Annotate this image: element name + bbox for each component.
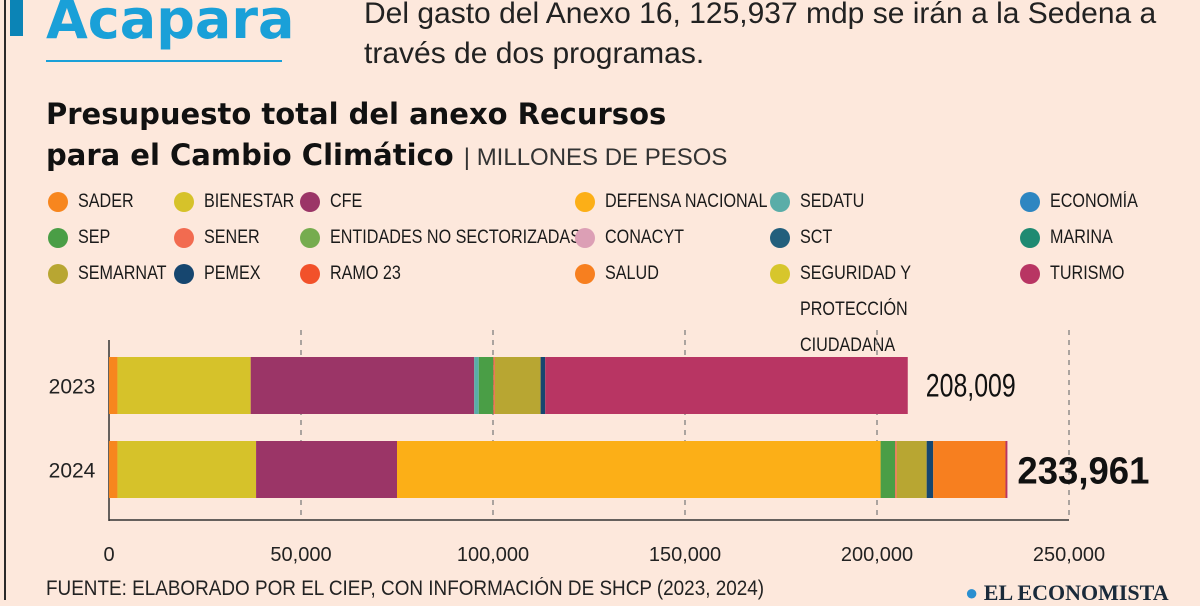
- bar-segment-sader: [109, 441, 118, 498]
- legend-label: CFE: [330, 191, 363, 212]
- chart-title: Presupuesto total del anexo Recursos par…: [46, 94, 727, 178]
- legend-label: PEMEX: [204, 263, 261, 284]
- legend-dot-icon: [300, 228, 320, 248]
- logo-text: EL ECONOMISTA: [983, 580, 1169, 605]
- bar-segment-turismo: [1005, 441, 1008, 498]
- legend-dot-icon: [48, 228, 68, 248]
- legend-dot-icon: [770, 228, 790, 248]
- publisher-logo: ● EL ECONOMISTA: [965, 580, 1169, 606]
- kicker-underline: [46, 60, 282, 62]
- legend-item: BIENESTAR: [174, 190, 310, 214]
- x-tick-label: 0: [103, 544, 114, 566]
- bar-segment-semarnat: [494, 357, 541, 414]
- bar-segment-sader: [109, 357, 118, 414]
- bar-segment-pemex: [926, 441, 934, 498]
- bar-segment-turismo: [545, 357, 908, 414]
- total-label: 233,961: [1017, 451, 1149, 493]
- bar-segment-cfe: [250, 357, 475, 414]
- legend-label: SEGURIDAD Y PROTECCIÓN CIUDADANA: [800, 263, 911, 356]
- legend-item: CONACYT: [575, 226, 698, 250]
- legend-label: SEMARNAT: [78, 263, 167, 284]
- bar-segment-pemex: [540, 357, 546, 414]
- legend-dot-icon: [770, 264, 790, 284]
- bar-segment-sener: [493, 357, 495, 414]
- legend-dot-icon: [174, 264, 194, 284]
- legend-dot-icon: [575, 228, 595, 248]
- legend-label: SENER: [204, 227, 260, 248]
- legend-label: SCT: [800, 227, 833, 248]
- legend-dot-icon: [48, 264, 68, 284]
- legend-dot-icon: [1020, 192, 1040, 212]
- x-tick-label: 250,000: [1033, 544, 1105, 566]
- legend-label: RAMO 23: [330, 263, 401, 284]
- legend-item: SEGURIDAD Y PROTECCIÓN CIUDADANA: [770, 262, 1040, 364]
- legend-item: SEP: [48, 226, 116, 250]
- legend-label: DEFENSA NACIONAL: [605, 191, 768, 212]
- legend-item: PEMEX: [174, 262, 271, 286]
- legend-item: ENTIDADES NO SECTORIZADAS: [300, 226, 625, 250]
- legend-dot-icon: [1020, 264, 1040, 284]
- legend-label: ECONOMÍA: [1050, 191, 1138, 212]
- legend-item: MARINA: [1020, 226, 1124, 250]
- bar-segment-cfe: [256, 441, 397, 498]
- legend-item: SADER: [48, 190, 143, 214]
- legend-item: SEDATU: [770, 190, 876, 214]
- legend-item: SEMARNAT: [48, 262, 182, 286]
- legend-label: SALUD: [605, 263, 659, 284]
- kicker-heading: Acapara: [46, 0, 295, 51]
- legend-dot-icon: [174, 228, 194, 248]
- legend-label: CONACYT: [605, 227, 684, 248]
- legend-dot-icon: [575, 264, 595, 284]
- legend-label: SEP: [78, 227, 111, 248]
- bar-segment-semarnat: [896, 441, 927, 498]
- bar-segment-sep: [478, 357, 494, 414]
- bar-segment-sep: [880, 441, 896, 498]
- legend-dot-icon: [174, 192, 194, 212]
- x-tick-label: 150,000: [649, 544, 721, 566]
- legend-dot-icon: [575, 192, 595, 212]
- source-note: FUENTE: ELABORADO POR EL CIEP, CON INFOR…: [46, 577, 765, 600]
- bar-segment-bienestar: [117, 357, 251, 414]
- title-separator: |: [463, 144, 471, 171]
- legend-label: ENTIDADES NO SECTORIZADAS: [330, 227, 581, 248]
- legend-label: SADER: [78, 191, 134, 212]
- legend-item: RAMO 23: [300, 262, 413, 286]
- y-category-label: 2023: [49, 376, 96, 399]
- x-tick-label: 50,000: [270, 544, 331, 566]
- legend-dot-icon: [300, 264, 320, 284]
- title-line-2: para el Cambio Climático: [46, 138, 454, 172]
- y-category-label: 2024: [49, 460, 96, 483]
- bar-segment-salud: [933, 441, 1006, 498]
- legend-label: SEDATU: [800, 191, 865, 212]
- bar-segment-bienestar: [117, 441, 257, 498]
- legend-label: MARINA: [1050, 227, 1113, 248]
- x-tick-label: 200,000: [841, 544, 913, 566]
- legend-item: SALUD: [575, 262, 668, 286]
- bar-segment-defensa-nacional: [397, 441, 881, 498]
- dek-text: Del gasto del Anexo 16, 125,937 mdp se i…: [364, 0, 1157, 70]
- accent-block: [10, 0, 23, 36]
- legend-item: SCT: [770, 226, 838, 250]
- total-label: 208,009: [926, 368, 1016, 404]
- legend-label: BIENESTAR: [204, 191, 295, 212]
- legend-dot-icon: [48, 192, 68, 212]
- legend-label: TURISMO: [1050, 263, 1125, 284]
- legend-dot-icon: [300, 192, 320, 212]
- legend-dot-icon: [770, 192, 790, 212]
- legend-item: ECONOMÍA: [1020, 190, 1153, 214]
- frame-border: [4, 0, 6, 600]
- logo-icon: ●: [965, 580, 979, 605]
- title-line-1: Presupuesto total del anexo Recursos: [46, 97, 667, 131]
- legend-item: TURISMO: [1020, 262, 1138, 286]
- bar-segment-sener: [895, 441, 897, 498]
- legend-dot-icon: [1020, 228, 1040, 248]
- x-tick-label: 100,000: [457, 544, 529, 566]
- legend-item: SENER: [174, 226, 269, 250]
- legend-item: DEFENSA NACIONAL: [575, 190, 796, 214]
- unit-label: MILLONES DE PESOS: [476, 144, 728, 171]
- legend-item: CFE: [300, 190, 368, 214]
- bar-segment-sedatu: [474, 357, 479, 414]
